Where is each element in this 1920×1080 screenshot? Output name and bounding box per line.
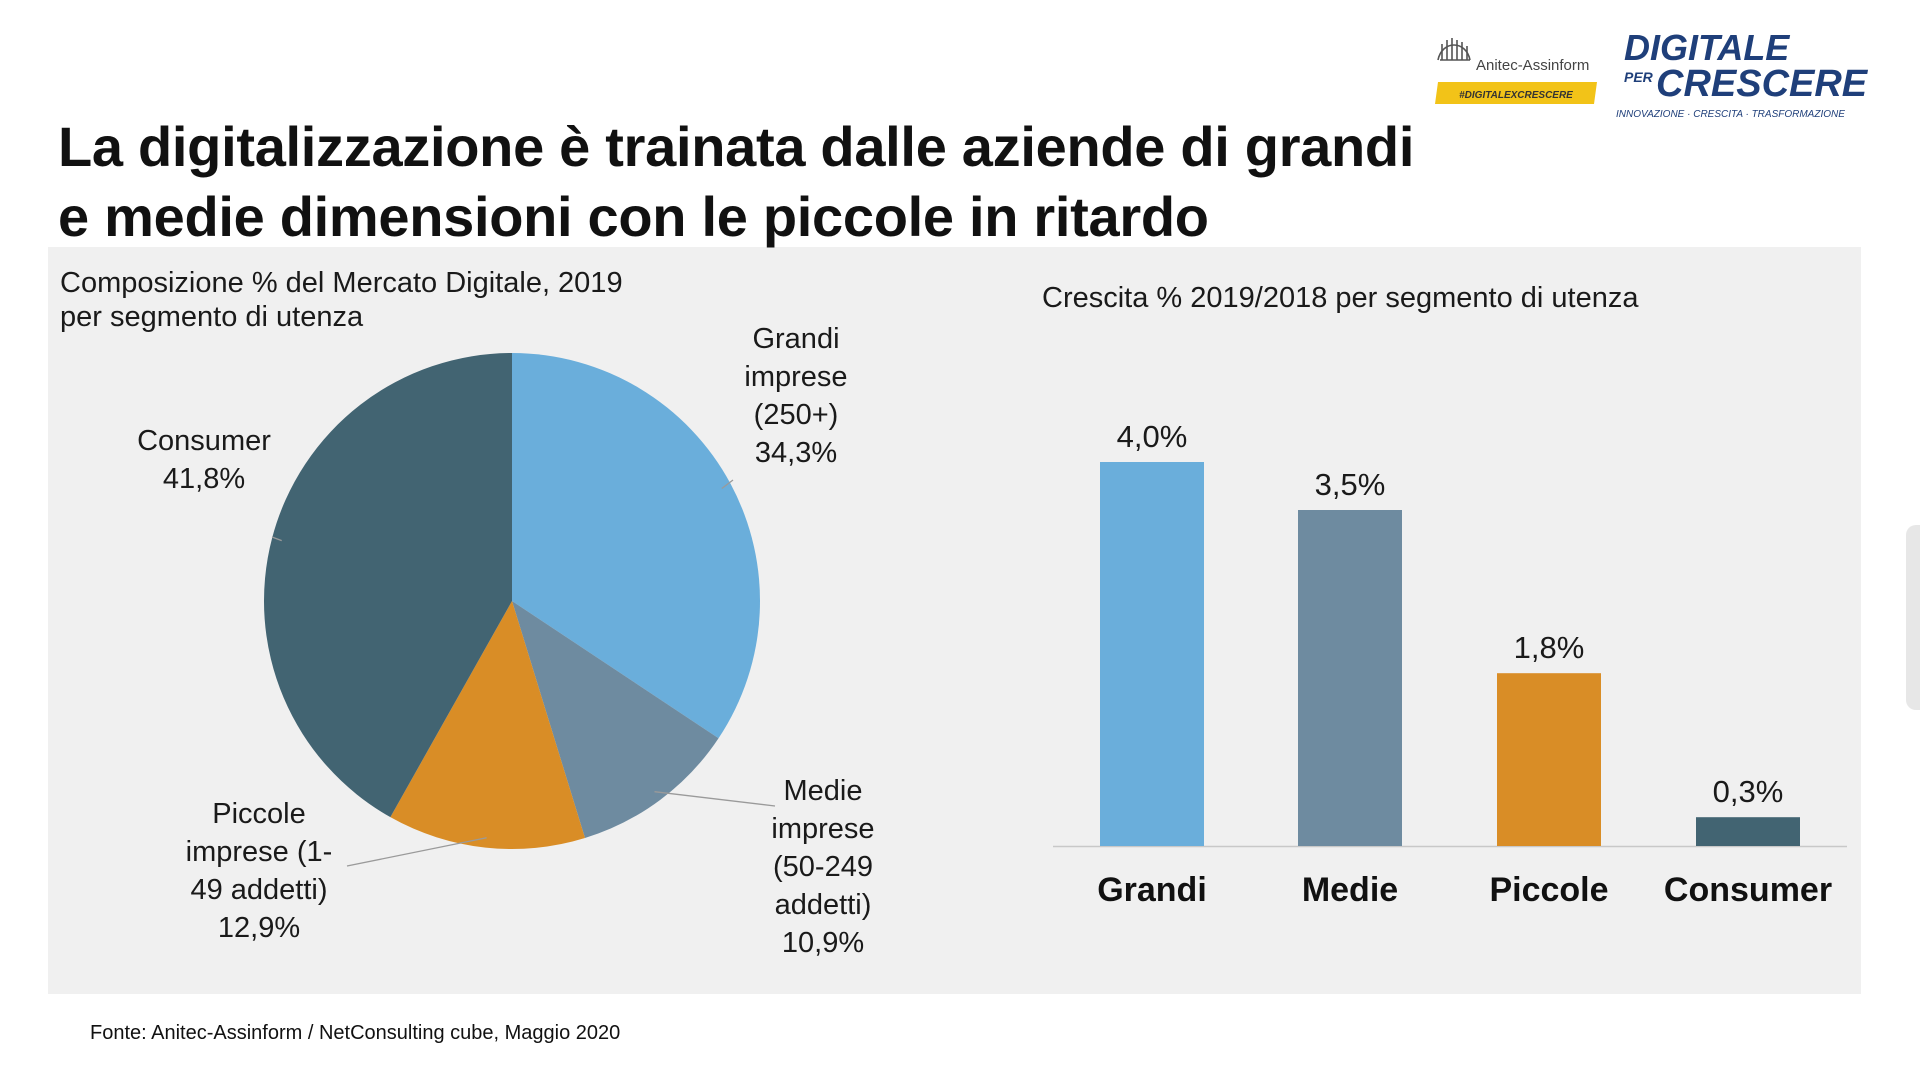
- bar-consumer: [1696, 817, 1800, 846]
- pie-label-line: 49 addetti): [190, 874, 327, 906]
- bar-category-label-grandi: Grandi: [1097, 871, 1207, 909]
- bar-piccole: [1497, 673, 1601, 846]
- pie-label-line: imprese: [771, 813, 874, 845]
- brand-line-2: CRESCERE: [1656, 63, 1869, 105]
- pie-leader-grandi: [721, 479, 734, 490]
- pie-label-consumer: Consumer 41,8%: [137, 425, 271, 495]
- pie-label-line: Medie: [784, 775, 863, 807]
- pie-label-line: addetti): [775, 889, 872, 921]
- digitale-per-crescere-logo: DIGITALE PER CRESCERE INNOVAZIONE · CRES…: [1616, 28, 1869, 120]
- bar-grandi: [1100, 462, 1204, 846]
- bar-value-label-consumer: 0,3%: [1713, 774, 1784, 809]
- eagle-emblem-icon: [1437, 38, 1471, 61]
- pie-label-line: Piccole: [212, 798, 306, 830]
- slide-title-line-2: e medie dimensioni con le piccole in rit…: [58, 185, 1209, 248]
- slide-title: La digitalizzazione è trainata dalle azi…: [58, 112, 1678, 252]
- pie-leader-medie: [654, 791, 776, 807]
- pie-label-medie: Medie imprese (50-249 addetti) 10,9%: [771, 775, 874, 959]
- pie-label-grandi: Grandi imprese (250+) 34,3%: [744, 323, 847, 469]
- pie-title-line-1: Composizione % del Mercato Digitale, 201…: [60, 267, 623, 299]
- pie-label-piccole: Piccole imprese (1- 49 addetti) 12,9%: [186, 798, 333, 944]
- bar-category-label-consumer: Consumer: [1664, 871, 1832, 909]
- assoc-name: Anitec-Assinform: [1476, 57, 1589, 74]
- pie-label-line: Consumer: [137, 425, 271, 457]
- bar-category-label-medie: Medie: [1302, 871, 1398, 909]
- pie-label-line: imprese: [744, 361, 847, 393]
- pie-label-line: imprese (1-: [186, 836, 333, 868]
- pie-title-line-2: per segmento di utenza: [60, 301, 364, 333]
- pie-leader-consumer: [271, 536, 282, 542]
- pie-label-line: 10,9%: [782, 927, 864, 959]
- pie-label-line: 41,8%: [163, 463, 245, 495]
- pie-label-line: 34,3%: [755, 437, 837, 469]
- brand-per: PER: [1624, 69, 1654, 85]
- pie-slice-piccole: [390, 601, 585, 849]
- bar-value-label-medie: 3,5%: [1315, 467, 1386, 502]
- pie-label-line: 12,9%: [218, 912, 300, 944]
- anitec-assinform-logo: Anitec-Assinform #DIGITALEXCRESCERE: [1435, 38, 1597, 104]
- pie-leader-piccole: [346, 837, 487, 867]
- source-note: Fonte: Anitec-Assinform / NetConsulting …: [90, 1022, 621, 1044]
- bar-chart: 4,0% Grandi 3,5% Medie 1,8% Piccole 0,3% Consum…: [1053, 419, 1847, 909]
- pie-chart-title: Composizione % del Mercato Digitale, 201…: [60, 266, 623, 334]
- pie-chart: [263, 352, 761, 849]
- side-scroll-handle[interactable]: [1906, 525, 1920, 710]
- pie-label-line: (50-249: [773, 851, 873, 883]
- pie-labels: Grandi imprese (250+) 34,3% Medie imprese (50-…: [137, 323, 874, 959]
- bar-value-label-piccole: 1,8%: [1514, 630, 1585, 665]
- pie-slice-consumer: [263, 352, 512, 818]
- brand-tagline: INNOVAZIONE · CRESCITA · TRASFORMAZIONE: [1616, 109, 1845, 120]
- assoc-tag-bar: [1435, 82, 1597, 104]
- slide-title-line-1: La digitalizzazione è trainata dalle azi…: [58, 115, 1415, 178]
- pie-label-line: Grandi: [752, 323, 839, 355]
- brand-line-1: DIGITALE: [1624, 28, 1790, 68]
- bar-chart-title: Crescita % 2019/2018 per segmento di ute…: [1042, 282, 1639, 314]
- bar-category-label-piccole: Piccole: [1489, 871, 1608, 909]
- bar-value-label-grandi: 4,0%: [1117, 419, 1188, 454]
- assoc-tag: #DIGITALEXCRESCERE: [1459, 90, 1573, 101]
- pie-label-line: (250+): [754, 399, 839, 431]
- bar-medie: [1298, 510, 1402, 846]
- pie-slice-grandi: [512, 353, 761, 739]
- pie-slice-medie: [512, 601, 719, 839]
